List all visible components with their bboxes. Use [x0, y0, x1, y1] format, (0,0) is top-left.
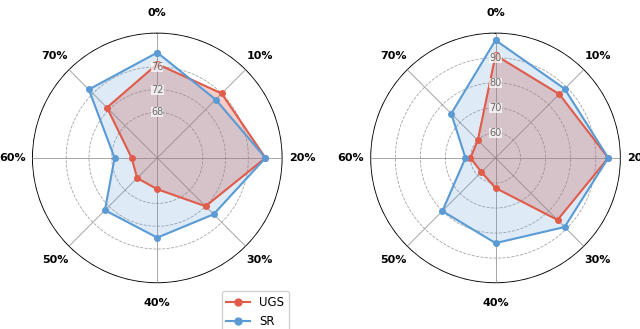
Polygon shape: [442, 40, 608, 243]
Text: 90: 90: [490, 53, 502, 63]
Legend: UGS, SR: UGS, SR: [221, 291, 289, 329]
Text: 70: 70: [490, 103, 502, 113]
Text: 60: 60: [490, 128, 502, 138]
Text: 76: 76: [151, 62, 163, 72]
Polygon shape: [470, 55, 608, 220]
Text: 68: 68: [151, 107, 163, 117]
Polygon shape: [107, 64, 266, 206]
Polygon shape: [89, 53, 266, 238]
Text: 80: 80: [490, 78, 502, 88]
Text: 72: 72: [151, 85, 164, 94]
